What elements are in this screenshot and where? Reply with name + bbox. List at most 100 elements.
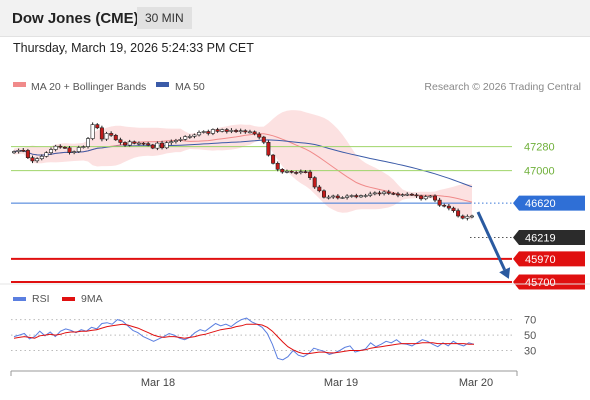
candle <box>414 193 419 198</box>
candle <box>44 151 49 158</box>
candle <box>280 168 285 174</box>
candle-body <box>12 151 17 154</box>
candle <box>261 135 266 145</box>
legend-ma50: MA 50 <box>175 81 205 93</box>
candle <box>312 176 317 189</box>
candle <box>197 130 202 137</box>
candle <box>243 129 248 134</box>
candle-body <box>451 207 456 212</box>
candle-body <box>465 216 470 219</box>
candle-body <box>428 195 433 198</box>
candle <box>257 132 262 140</box>
rsi-legend-swatch <box>13 297 26 301</box>
candle-body <box>210 129 215 134</box>
candle-body <box>178 139 183 141</box>
candle-body <box>386 191 391 194</box>
candle-body <box>317 186 322 192</box>
candle-body <box>298 171 303 173</box>
candle <box>178 137 183 142</box>
candle-body <box>368 193 373 196</box>
candle <box>335 194 340 200</box>
candle-body <box>238 130 243 132</box>
candle <box>372 191 377 196</box>
timeframe-badge[interactable]: 30 MIN <box>137 7 192 29</box>
x-tick-mar18: Mar 18 <box>141 377 175 389</box>
bollinger-band-area <box>14 110 472 220</box>
candle <box>423 194 428 201</box>
candle <box>308 169 313 180</box>
candle-body <box>372 192 377 195</box>
candle <box>451 206 456 213</box>
candle <box>155 141 160 151</box>
candle <box>58 144 63 149</box>
candle-body <box>345 195 350 198</box>
candle <box>409 193 414 196</box>
candle <box>326 195 331 200</box>
rsi-tick-30: 30 <box>524 346 536 358</box>
candle-body <box>294 172 299 174</box>
candle <box>141 142 146 146</box>
candle-body <box>183 136 188 140</box>
candle <box>419 194 424 201</box>
candle-body <box>432 195 437 201</box>
watermark: Research © 2026 Trading Central <box>424 81 581 93</box>
candle <box>12 150 17 154</box>
forecast-arrow-head <box>499 267 511 279</box>
candle <box>39 154 44 161</box>
candle <box>456 208 461 218</box>
candle-body <box>308 171 313 178</box>
candle <box>109 131 114 137</box>
candle <box>298 169 303 175</box>
candle-body <box>99 127 104 140</box>
candle <box>400 193 405 197</box>
candle-body <box>90 124 95 139</box>
x-tick-mar20: Mar 20 <box>459 377 493 389</box>
candle-body <box>284 171 289 173</box>
candle-body <box>321 190 326 198</box>
candle <box>35 157 40 163</box>
candle-body <box>58 145 63 148</box>
candle-body <box>48 149 53 154</box>
rsi-tick-70: 70 <box>524 315 536 327</box>
candle <box>358 194 363 198</box>
candle <box>99 125 104 142</box>
candle-body <box>363 195 368 197</box>
candle-body <box>76 147 81 152</box>
candle <box>345 194 350 200</box>
candle <box>215 127 220 133</box>
candle-body <box>257 133 262 138</box>
candle-body <box>437 199 442 206</box>
level-label-45700: 45700 <box>525 277 556 289</box>
candle <box>284 169 289 174</box>
candle-body <box>275 163 280 170</box>
candle <box>432 194 437 203</box>
candle <box>442 203 447 208</box>
forecast-arrow <box>476 211 506 271</box>
candle <box>187 134 192 139</box>
candle-body <box>104 133 109 140</box>
ma50-series <box>13 139 473 188</box>
candle-body <box>395 193 400 196</box>
legend-rsi: RSI <box>32 293 50 305</box>
resistance-tag <box>513 195 585 211</box>
candle <box>349 194 354 198</box>
candle <box>340 196 345 199</box>
candle <box>229 128 234 134</box>
candle <box>150 143 155 150</box>
candle-body <box>289 171 294 173</box>
candle <box>123 141 128 147</box>
candle <box>25 148 30 159</box>
candle <box>146 141 151 147</box>
candle <box>391 192 396 196</box>
candle-body <box>30 157 35 162</box>
candle <box>460 214 465 220</box>
candle-body <box>201 131 206 133</box>
candle-body <box>252 131 257 135</box>
candle <box>252 130 257 136</box>
candle-body <box>234 130 239 132</box>
candle <box>118 137 123 145</box>
candle-body <box>155 142 160 149</box>
candle-body <box>224 129 229 132</box>
candle-body <box>400 194 405 196</box>
